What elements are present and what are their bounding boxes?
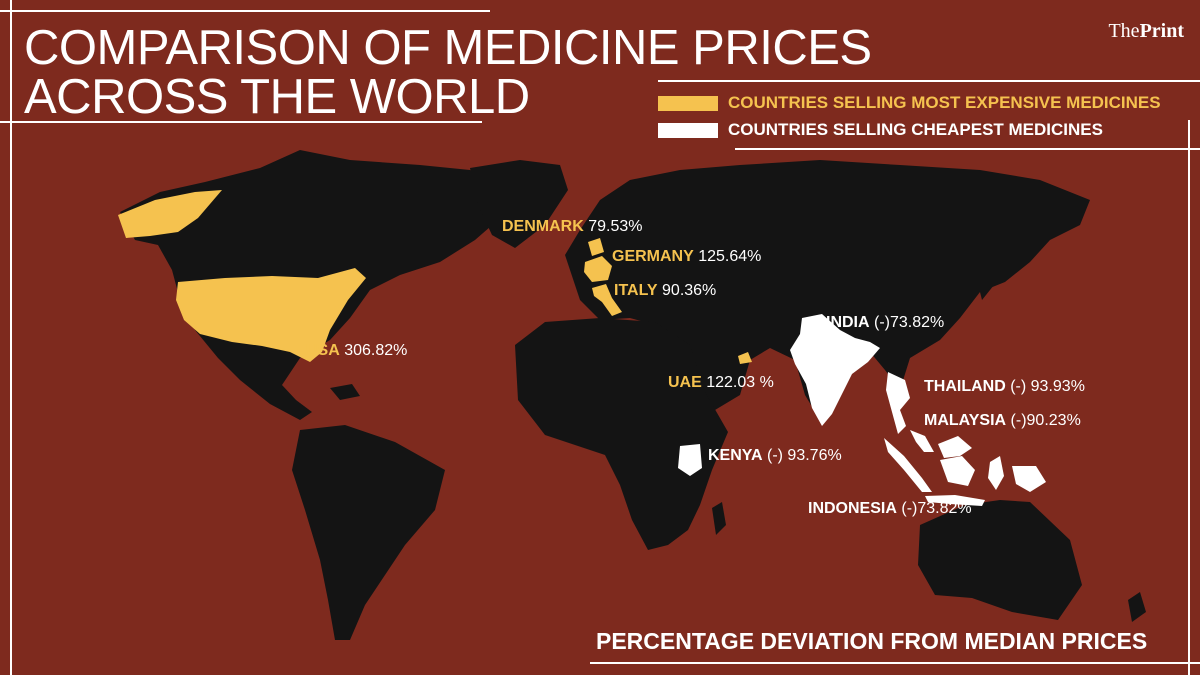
- label-usa: USA 306.82%: [306, 342, 407, 360]
- landmass-south-america: [292, 425, 445, 640]
- label-malaysia: MALAYSIA (-)90.23%: [924, 412, 1081, 430]
- legend-swatch-cheapest: [658, 123, 718, 138]
- shape-indonesia-java: [925, 495, 985, 506]
- landmass-africa: [515, 318, 728, 550]
- footer-caption: PERCENTAGE DEVIATION FROM MEDIAN PRICES: [596, 628, 1148, 654]
- shape-indonesia-sulawesi: [988, 456, 1004, 490]
- brand-name: Print: [1139, 20, 1184, 42]
- country-name-uae: UAE: [668, 374, 702, 391]
- country-value-malaysia: (-)90.23%: [1010, 412, 1081, 429]
- shape-indonesia-papua: [1012, 466, 1046, 492]
- shape-germany: [584, 256, 612, 282]
- brand-prefix: The: [1108, 20, 1140, 42]
- country-name-italy: ITALY: [614, 282, 658, 299]
- landmass-eurasia: [565, 160, 1090, 420]
- frame-line-left: [10, 0, 12, 675]
- shape-kenya: [678, 444, 702, 476]
- shape-indonesia-sumatra: [884, 438, 932, 492]
- legend-label-expensive: COUNTRIES SELLING MOST EXPENSIVE MEDICIN…: [728, 93, 1161, 112]
- shape-borneo-malaysia: [938, 436, 972, 458]
- frame-line-top-left: [0, 10, 490, 12]
- shape-alaska: [118, 190, 222, 238]
- label-thailand: THAILAND (-) 93.93%: [924, 378, 1085, 396]
- frame-line-footer: [590, 662, 1200, 664]
- country-value-india: (-)73.82%: [874, 314, 945, 331]
- shape-india: [790, 314, 880, 426]
- shape-usa: [176, 268, 366, 362]
- shape-indonesia-borneo: [940, 456, 975, 486]
- country-value-denmark: 79.53%: [588, 218, 643, 235]
- label-uae: UAE 122.03 %: [668, 374, 774, 392]
- country-name-india: INDIA: [826, 314, 870, 331]
- brand-logo: ThePrint: [1108, 20, 1184, 43]
- country-value-indonesia: (-)73.82%: [901, 500, 972, 517]
- label-india: INDIA (-)73.82%: [826, 314, 944, 332]
- legend-swatch-expensive: [658, 96, 718, 111]
- country-value-italy: 90.36%: [662, 282, 717, 299]
- country-name-usa: USA: [306, 342, 340, 359]
- country-name-indonesia: INDONESIA: [808, 500, 897, 517]
- legend-item-expensive: COUNTRIES SELLING MOST EXPENSIVE MEDICIN…: [658, 92, 1198, 114]
- label-kenya: KENYA (-) 93.76%: [708, 447, 842, 465]
- country-value-uae: 122.03 %: [706, 374, 774, 391]
- title-line-1: COMPARISON OF MEDICINE PRICES: [24, 21, 872, 75]
- label-italy: ITALY 90.36%: [614, 282, 716, 300]
- country-value-germany: 125.64%: [698, 248, 762, 265]
- shape-uae: [738, 352, 752, 364]
- page-title: COMPARISON OF MEDICINE PRICES ACROSS THE…: [24, 24, 872, 122]
- frame-line-right: [1188, 120, 1190, 675]
- title-line-2: ACROSS THE WORLD: [24, 70, 530, 124]
- country-value-kenya: (-) 93.76%: [767, 447, 842, 464]
- landmass-greenland: [470, 160, 568, 248]
- frame-line-legend-bottom: [735, 148, 1200, 150]
- country-name-thailand: THAILAND: [924, 378, 1006, 395]
- landmass-caribbean: [330, 384, 360, 400]
- legend-item-cheapest: COUNTRIES SELLING CHEAPEST MEDICINES: [658, 119, 1198, 141]
- frame-line-legend-top: [658, 80, 1200, 82]
- country-value-usa: 306.82%: [344, 342, 408, 359]
- landmass-madagascar: [712, 502, 726, 535]
- shape-denmark: [588, 238, 604, 256]
- country-name-germany: GERMANY: [612, 248, 694, 265]
- frame-line-title-underline: [0, 121, 482, 123]
- country-name-malaysia: MALAYSIA: [924, 412, 1007, 429]
- landmass-new-zealand: [1128, 592, 1146, 622]
- legend-label-cheapest: COUNTRIES SELLING CHEAPEST MEDICINES: [728, 120, 1103, 139]
- landmass-japan: [975, 262, 994, 300]
- country-value-thailand: (-) 93.93%: [1010, 378, 1085, 395]
- shape-thailand: [886, 372, 910, 434]
- shape-malaysia: [910, 430, 934, 452]
- label-germany: GERMANY 125.64%: [612, 248, 761, 266]
- country-name-denmark: DENMARK: [502, 218, 584, 235]
- landmass-australia: [918, 500, 1082, 620]
- country-name-kenya: KENYA: [708, 447, 763, 464]
- label-denmark: DENMARK 79.53%: [502, 218, 643, 236]
- shape-italy: [592, 284, 622, 316]
- label-indonesia: INDONESIA (-)73.82%: [808, 500, 972, 518]
